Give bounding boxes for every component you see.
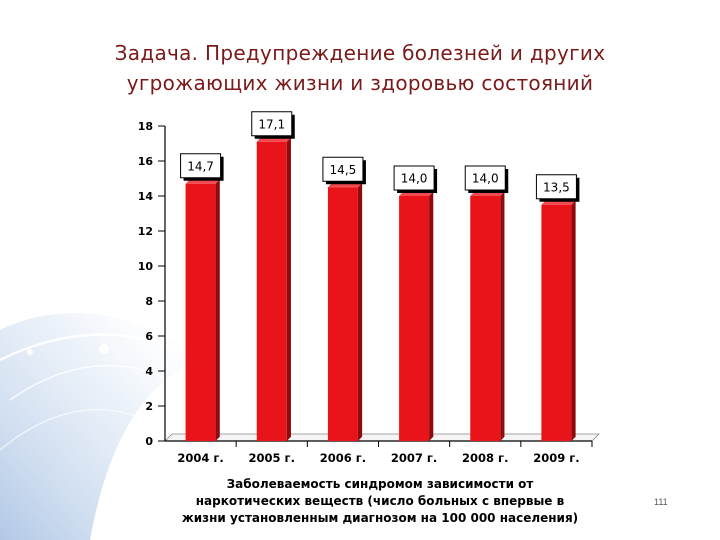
y-tick-label: 12 [138, 225, 153, 238]
caption-line-3: жизни установленным диагнозом на 100 000… [181, 511, 579, 525]
y-tick-label: 6 [145, 330, 153, 343]
x-tick-label: 2009 г. [533, 451, 579, 465]
caption-line-2: наркотических веществ (число больных с в… [195, 494, 565, 508]
y-tick-label: 16 [138, 155, 154, 168]
y-tick-label: 2 [145, 400, 153, 413]
y-tick-label: 4 [145, 365, 153, 378]
caption-line-1: Заболеваемость синдромом зависимости от [226, 477, 534, 491]
x-tick-label: 2008 г. [462, 451, 508, 465]
bar-side [571, 200, 576, 441]
chart-floor [164, 433, 600, 442]
data-label: 13,5 [543, 180, 570, 194]
x-tick-label: 2007 г. [391, 451, 437, 465]
data-label-box [322, 156, 364, 182]
slide-title: Задача. Предупреждение болезней и других… [60, 38, 660, 98]
x-tick-label: 2005 г. [249, 451, 295, 465]
bar [256, 141, 287, 441]
x-tick-label: 2004 г. [177, 451, 223, 465]
data-label-box [393, 165, 435, 191]
title-line-1: Задача. Предупреждение болезней и других [114, 41, 606, 65]
data-label: 14,0 [472, 172, 499, 186]
x-tick-label: 2006 г. [320, 451, 366, 465]
data-label: 14,7 [187, 159, 214, 173]
bar-side [357, 183, 363, 442]
bar [541, 204, 572, 441]
bar-side [286, 137, 291, 442]
slide-number: 111 [654, 497, 668, 507]
bar [327, 187, 358, 441]
bar-side [215, 179, 220, 442]
bar-side [500, 191, 505, 441]
bar [185, 183, 216, 441]
data-label: 17,1 [258, 117, 285, 131]
y-tick-label: 18 [138, 120, 153, 133]
chart-caption: Заболеваемость синдромом зависимости от … [160, 476, 600, 527]
y-tick-label: 10 [138, 260, 154, 273]
y-tick-label: 14 [138, 190, 154, 203]
data-label-box [464, 165, 506, 191]
data-label-box [535, 174, 577, 200]
title-line-2: угрожающих жизни и здоровью состояний [126, 71, 594, 95]
y-tick-label: 8 [145, 295, 153, 308]
data-label-box [251, 111, 293, 137]
data-label-box [180, 153, 222, 179]
bar [399, 196, 430, 441]
data-label: 14,0 [401, 172, 428, 186]
y-tick-label: 0 [145, 435, 153, 448]
bar-side [429, 191, 434, 441]
data-label: 14,5 [330, 163, 357, 177]
bar [470, 196, 501, 441]
